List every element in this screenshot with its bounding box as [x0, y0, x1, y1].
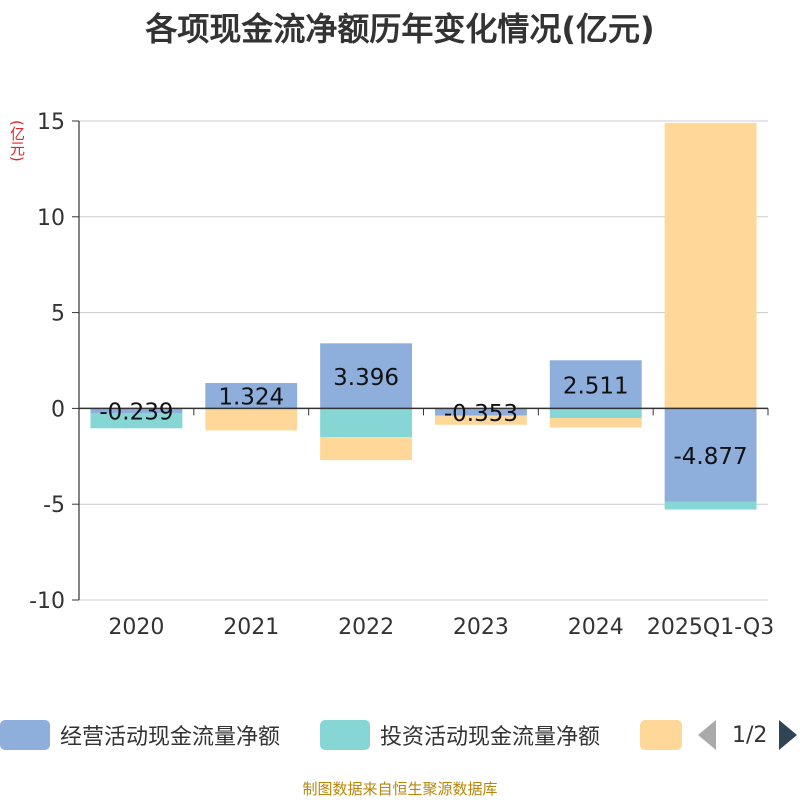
x-tick-label: 2022 — [338, 615, 394, 640]
data-label: -0.239 — [99, 400, 173, 426]
bar-0-2020 — [90, 408, 183, 413]
legend: 经营活动现金流量净额 投资活动现金流量净额 1/2 — [0, 716, 800, 756]
bar-2-2021 — [205, 409, 298, 431]
x-tick-label: 2024 — [568, 615, 624, 640]
legend-prev-page-icon[interactable] — [698, 720, 716, 750]
bar-0-2024 — [549, 360, 642, 409]
chart-title: 各项现金流净额历年变化情况(亿元) — [145, 10, 655, 48]
data-source-note: 制图数据来自恒生聚源数据库 — [302, 780, 498, 798]
bar-2-2022 — [320, 437, 413, 461]
legend-next-page-icon[interactable] — [779, 720, 798, 750]
data-label: -0.353 — [444, 401, 518, 427]
legend-item-investing[interactable]: 投资活动现金流量净额 — [320, 718, 600, 752]
bar-1-2025Q1-Q3 — [664, 501, 757, 510]
y-tick-label: -5 — [43, 493, 65, 518]
bar-0-2021 — [205, 383, 298, 409]
bar-2-2025Q1-Q3 — [664, 122, 757, 409]
bar-0-2022 — [320, 343, 413, 409]
x-tick-label: 2021 — [223, 615, 279, 640]
y-tick-label: 0 — [51, 397, 65, 422]
bar-1-2023 — [434, 415, 527, 417]
bars — [90, 122, 757, 510]
legend-pager: 1/2 — [698, 718, 798, 752]
legend-swatch-financing — [640, 720, 682, 750]
data-label: 3.396 — [333, 365, 399, 391]
bar-1-2020 — [90, 412, 183, 429]
data-label: 1.324 — [218, 385, 284, 411]
y-tick-label: -10 — [29, 589, 65, 614]
legend-page-indicator: 1/2 — [732, 722, 768, 748]
axes: 15 10 5 0 -5 -10 2020 2021 2022 2023 2024 2025Q1-Q3 — [29, 110, 774, 640]
bar-2-2023 — [434, 416, 527, 425]
x-tick-label: 2020 — [108, 615, 164, 640]
legend-item-financing[interactable] — [640, 718, 692, 752]
data-label: -4.877 — [674, 444, 748, 470]
bar-0-2025Q1-Q3 — [664, 408, 757, 502]
x-tick-label: 2025Q1-Q3 — [647, 615, 774, 640]
data-labels: -0.239 1.324 3.396 -0.353 2.511 -4.877 — [99, 365, 747, 470]
bar-1-2024 — [549, 408, 642, 418]
data-label: 2.511 — [563, 373, 629, 399]
legend-swatch-investing — [320, 720, 370, 750]
bar-0-2023 — [434, 408, 527, 416]
y-tick-label: 5 — [51, 302, 65, 327]
grid-lines — [79, 120, 768, 601]
legend-label-operating: 经营活动现金流量净额 — [60, 725, 281, 750]
bar-1-2022 — [320, 408, 413, 438]
x-tick-label: 2023 — [453, 615, 509, 640]
y-axis-unit-label: (亿元) — [8, 120, 26, 162]
legend-item-operating[interactable]: 经营活动现金流量净额 — [0, 718, 280, 752]
legend-label-investing: 投资活动现金流量净额 — [380, 725, 601, 750]
legend-swatch-operating — [0, 720, 50, 750]
bar-2-2024 — [549, 417, 642, 428]
y-tick-label: 10 — [37, 206, 65, 231]
y-tick-label: 15 — [37, 110, 65, 135]
